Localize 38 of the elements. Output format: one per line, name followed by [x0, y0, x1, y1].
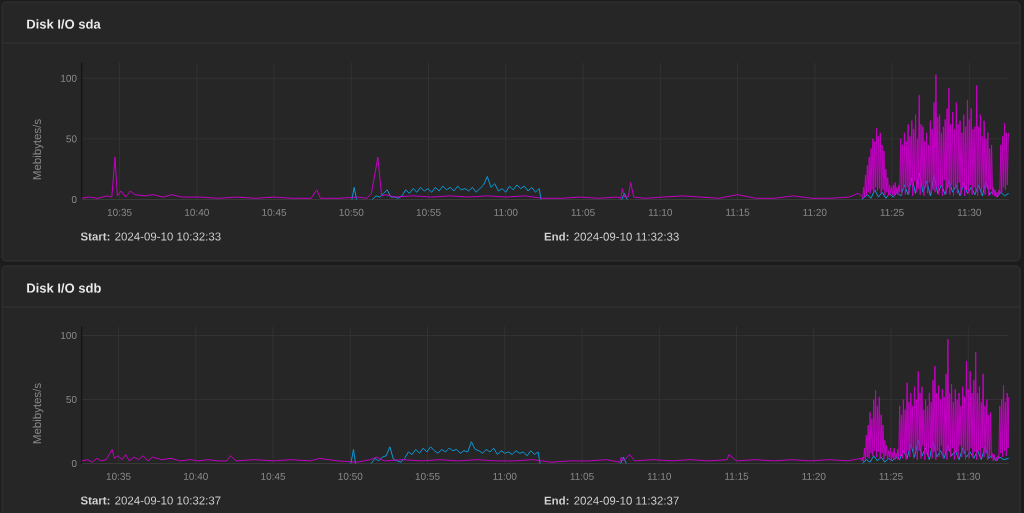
- y-axis-title: Mebibytes/s: [32, 383, 44, 444]
- x-tick-label: 10:40: [185, 208, 209, 216]
- text: End: 2024-09-10 11:32:37: [544, 496, 679, 505]
- x-tick-label: 10:35: [106, 472, 131, 480]
- x-tick-label: 11:20: [802, 472, 826, 480]
- y-tick-label: 50: [66, 395, 77, 404]
- x-tick-label: 11:30: [956, 472, 981, 480]
- x-tick-label: 11:15: [725, 472, 749, 480]
- x-tick-label: 11:00: [494, 208, 518, 216]
- x-tick-label: 10:55: [416, 208, 441, 216]
- y-tick-label: 0: [71, 195, 77, 204]
- x-tick-label: 11:00: [493, 472, 517, 480]
- x-tick-label: 11:25: [879, 472, 903, 480]
- x-tick-label: 11:25: [880, 208, 904, 216]
- x-tick-label: 10:35: [107, 208, 132, 216]
- x-tick-label: 11:15: [726, 208, 750, 216]
- x-tick-label: 11:05: [571, 208, 595, 216]
- x-tick-label: 11:20: [803, 208, 827, 216]
- x-tick-label: 10:45: [262, 208, 287, 216]
- x-tick-label: 11:10: [648, 208, 673, 216]
- text: Start: 2024-09-10 10:32:37: [80, 496, 221, 505]
- x-tick-label: 11:30: [957, 208, 982, 216]
- chart-title: Disk I/O sdb: [27, 283, 101, 293]
- x-tick-label: 10:50: [338, 472, 363, 480]
- y-tick-label: 100: [61, 74, 77, 82]
- y-axis-title: Mebibytes/s: [32, 119, 44, 180]
- x-tick-label: 10:55: [415, 472, 440, 480]
- y-tick-label: 100: [61, 331, 77, 339]
- x-tick-label: 10:50: [339, 208, 364, 216]
- x-tick-label: 10:45: [261, 472, 286, 480]
- text: Start: 2024-09-10 10:32:33: [80, 232, 221, 241]
- text: End: 2024-09-10 11:32:33: [544, 232, 679, 241]
- x-tick-label: 10:40: [184, 472, 208, 480]
- x-tick-label: 11:10: [647, 472, 672, 480]
- y-tick-label: 50: [66, 135, 77, 143]
- y-tick-label: 0: [71, 459, 77, 468]
- x-tick-label: 11:05: [570, 472, 594, 480]
- chart-title: Disk I/O sda: [27, 19, 101, 29]
